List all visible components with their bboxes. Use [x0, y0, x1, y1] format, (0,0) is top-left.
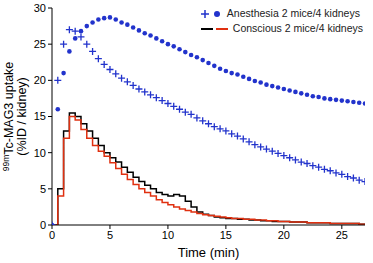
svg-text:5: 5 [40, 183, 46, 195]
html-text:Conscious 2 mice/4 kidneys: Conscious 2 mice/4 kidneys [232, 22, 363, 34]
html-text:Anesthesia 2 mice/4 kidneys: Anesthesia 2 mice/4 kidneys [226, 7, 360, 19]
svg-text:(%ID / kidney): (%ID / kidney) [15, 77, 29, 156]
svg-text:20: 20 [34, 74, 46, 86]
svg-text:Time (min): Time (min) [178, 245, 240, 260]
svg-text:10: 10 [162, 229, 174, 241]
svg-text:25: 25 [336, 229, 348, 241]
svg-text:25: 25 [34, 38, 46, 50]
svg-text:5: 5 [107, 229, 113, 241]
html-text:99m: 99m [1, 154, 11, 172]
svg-text:15: 15 [34, 110, 46, 122]
svg-text:0: 0 [49, 229, 55, 241]
svg-text:15: 15 [220, 229, 232, 241]
svg-text:0: 0 [40, 219, 46, 231]
svg-text:30: 30 [34, 2, 46, 14]
svg-text:20: 20 [278, 229, 290, 241]
svg-text:10: 10 [34, 147, 46, 159]
